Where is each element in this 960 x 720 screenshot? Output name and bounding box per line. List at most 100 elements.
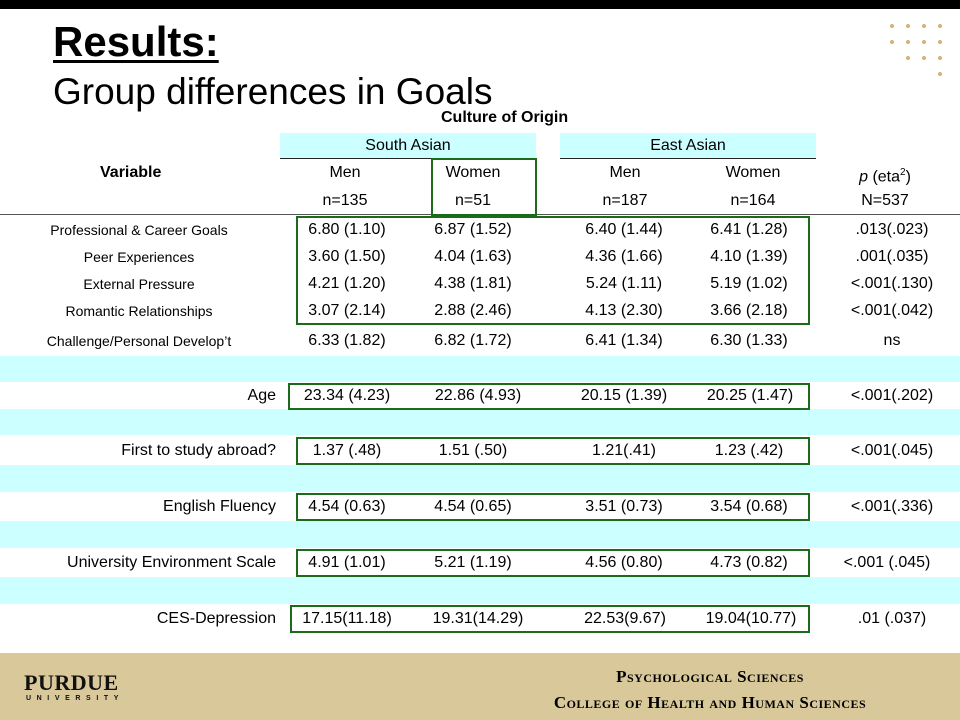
cell-value: 6.87 (1.52) [434,220,512,238]
table-row: English Fluency 4.54 (0.63) 4.54 (0.65) … [0,493,960,521]
decorative-dot [938,40,942,44]
cell-value: 6.80 (1.10) [308,220,386,238]
table-row: First to study abroad? 1.37 (.48) 1.51 (… [0,437,960,465]
col-header-sa-women: Women [445,164,501,181]
highlight-box-first-abroad [296,437,810,465]
cell-p-value: .01 (.037) [857,610,927,627]
cell-p-value: ns [883,331,901,349]
cell-value: 6.40 (1.44) [585,220,663,238]
decorative-dot [906,56,910,60]
highlight-box-age [288,383,810,410]
table-row: Peer Experiences 3.60 (1.50) 4.04 (1.63)… [0,243,960,270]
cell-p-value: .013(.023) [855,220,929,238]
row-band [0,521,960,548]
cell-value: 4.21 (1.20) [308,274,386,292]
row-band [0,465,960,492]
row-label: Age [247,387,276,404]
cell-value: 4.73 (0.82) [710,554,788,571]
cell-value: 3.60 (1.50) [308,247,386,265]
col-n-sa-men: n=135 [322,192,368,209]
cell-value: 6.41 (1.34) [585,331,663,349]
cell-value: 4.56 (0.80) [585,554,663,571]
cell-value: 2.88 (2.46) [434,302,512,319]
cell-p-value: <.001(.336) [850,498,934,515]
cell-value: 23.34 (4.23) [303,387,391,404]
cell-value: 17.15(11.18) [302,610,392,627]
row-label: English Fluency [163,498,276,515]
logo-wordmark: PURDUE [24,670,119,695]
cell-value: 22.53(9.67) [584,610,666,627]
department-name: Psychological Sciences [616,667,804,686]
decorative-dot [938,56,942,60]
slide-subtitle: Group differences in Goals [53,71,493,112]
cell-p-value: <.001(.042) [850,302,934,319]
p-symbol: p [859,168,868,186]
cell-value: 1.23 (.42) [714,442,784,459]
highlight-box-depression [290,605,810,633]
cell-value: 4.10 (1.39) [710,247,788,265]
decorative-dot [938,72,942,76]
decorative-dot [922,56,926,60]
college-name: College of Health and Human Sciences [553,693,867,712]
slide-title: Results: [53,18,219,65]
top-bar [0,0,960,9]
p-header-suffix: ) [905,168,911,186]
group-header-south-asian: South Asian [280,133,536,159]
cell-value: 1.51 (.50) [438,442,508,459]
col-n-ea-men: n=187 [602,192,648,209]
cell-value: 4.38 (1.81) [434,274,512,292]
decorative-dots [890,24,954,84]
cell-p-value: <.001 (.045) [843,554,931,571]
row-label: External Pressure [83,275,195,292]
decorative-dot [906,24,910,28]
cell-value: 3.66 (2.18) [710,302,788,319]
cell-value: 4.54 (0.63) [308,498,386,515]
decorative-dot [938,24,942,28]
cell-value: 6.82 (1.72) [434,331,512,349]
purdue-logo: PURDUE UNIVERSITY [24,671,122,707]
cell-value: 6.30 (1.33) [710,331,788,349]
row-band [0,409,960,435]
row-band [0,356,960,382]
cell-value: 20.15 (1.39) [580,387,668,404]
decorative-dot [890,40,894,44]
logo-subtext: UNIVERSITY [26,695,125,702]
row-label: First to study abroad? [121,442,276,459]
col-header-p-eta: p (eta2) [820,163,950,187]
col-header-ea-women: Women [725,164,781,181]
cell-value: 19.04(10.77) [705,610,797,627]
highlight-box-women-header [431,158,537,216]
cell-value: 4.04 (1.63) [434,247,512,265]
p-header-sup: 2 [900,167,906,178]
cell-value: 4.13 (2.30) [585,302,663,319]
highlight-box-goals [296,216,810,325]
table-row: Age 23.34 (4.23) 22.86 (4.93) 20.15 (1.3… [0,383,960,409]
cell-value: 19.31(14.29) [432,610,524,627]
decorative-dot [906,40,910,44]
row-band [0,577,960,604]
table-row: CES-Depression 17.15(11.18) 19.31(14.29)… [0,605,960,633]
col-n-ea-women: n=164 [730,192,776,209]
table-row: University Environment Scale 4.91 (1.01)… [0,549,960,577]
decorative-dot [922,40,926,44]
cell-p-value: <.001(.045) [850,442,934,459]
col-header-sa-men: Men [329,164,361,181]
p-header-eta: (eta [868,168,901,186]
highlight-box-english [296,493,810,521]
cell-p-value: <.001(.202) [850,387,934,404]
table-row: Challenge/Personal Develop’t 6.33 (1.82)… [0,326,960,355]
row-label: University Environment Scale [67,554,276,571]
cell-value: 5.19 (1.02) [710,274,788,292]
cell-value: 6.33 (1.82) [308,331,386,349]
cell-value: 1.21(.41) [591,442,657,459]
table-row: Romantic Relationships 3.07 (2.14) 2.88 … [0,297,960,325]
table-row: Professional & Career Goals 6.80 (1.10) … [0,216,960,243]
cell-value: 20.25 (1.47) [706,387,794,404]
footer-bar [0,653,960,720]
cell-p-value: .001(.035) [855,247,929,265]
decorative-dot [890,24,894,28]
cell-value: 4.36 (1.66) [585,247,663,265]
cell-value: 4.54 (0.65) [434,498,512,515]
row-label: Professional & Career Goals [50,221,228,238]
variable-header: Variable [100,164,162,181]
